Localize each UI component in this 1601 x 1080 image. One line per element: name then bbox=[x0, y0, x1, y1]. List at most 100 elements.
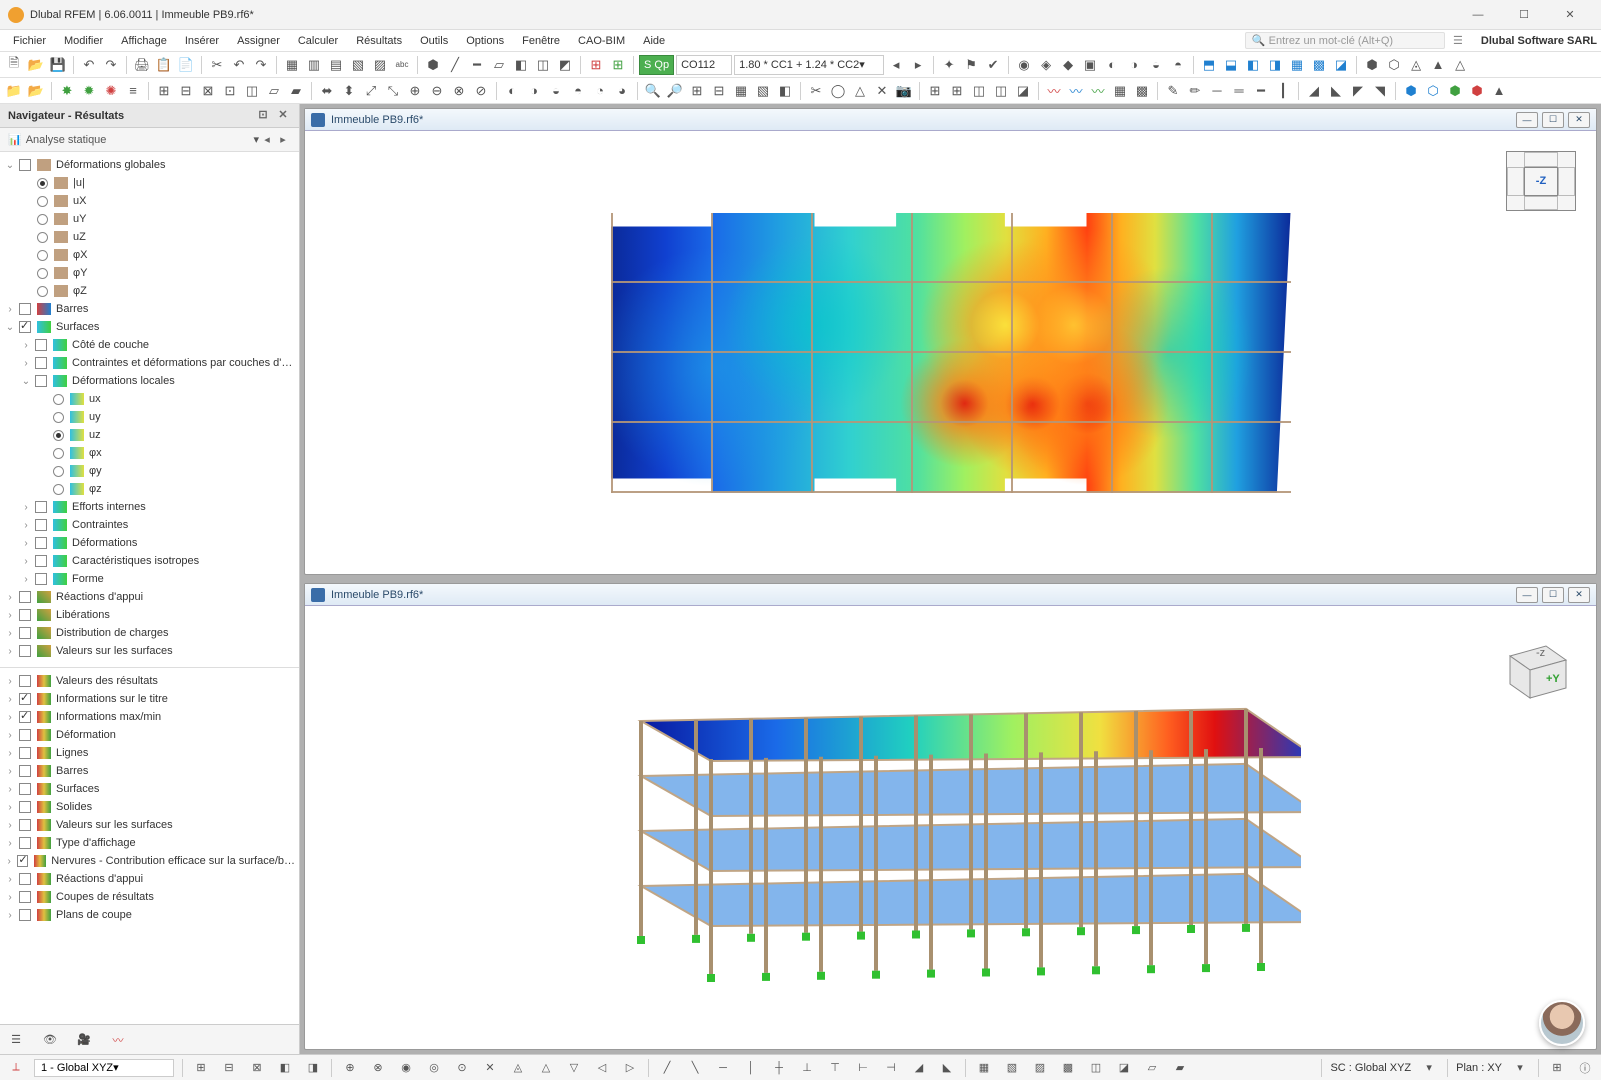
sb-i2[interactable]: ⊟ bbox=[219, 1058, 239, 1078]
tb-i5[interactable]: △ bbox=[1450, 55, 1470, 75]
sb-n4[interactable]: ▩ bbox=[1058, 1058, 1078, 1078]
checkbox[interactable] bbox=[19, 891, 31, 903]
tb2-c3[interactable]: ⊠ bbox=[198, 81, 218, 101]
tree-surface-child[interactable]: Forme bbox=[72, 573, 104, 585]
expand-icon[interactable]: › bbox=[4, 784, 16, 795]
sb-m3[interactable]: ─ bbox=[713, 1058, 733, 1078]
load-combo[interactable]: CO112 bbox=[676, 55, 732, 75]
maximize-button[interactable]: ☐ bbox=[1501, 0, 1547, 30]
tb-open[interactable]: 📂 bbox=[26, 55, 46, 75]
tree-surface-child[interactable]: Caractéristiques isotropes bbox=[72, 555, 199, 567]
vp-close[interactable]: ✕ bbox=[1568, 587, 1590, 603]
tb2-b2[interactable]: ✹ bbox=[79, 81, 99, 101]
tb-axis-x[interactable]: ⊞ bbox=[586, 55, 606, 75]
assistant-avatar[interactable] bbox=[1539, 1000, 1585, 1046]
sb-m9[interactable]: ⊣ bbox=[881, 1058, 901, 1078]
sb-snap11[interactable]: ▷ bbox=[620, 1058, 640, 1078]
tb-surface[interactable]: ▱ bbox=[489, 55, 509, 75]
tb2-b1[interactable]: ✸ bbox=[57, 81, 77, 101]
tb-h1[interactable]: ⬒ bbox=[1199, 55, 1219, 75]
checkbox[interactable] bbox=[19, 321, 31, 333]
tb-paste[interactable]: 📄 bbox=[176, 55, 196, 75]
tb2-f1[interactable]: 🔍 bbox=[643, 81, 663, 101]
expand-icon[interactable]: › bbox=[4, 820, 16, 831]
tb-axis-y[interactable]: ⊞ bbox=[608, 55, 628, 75]
checkbox[interactable] bbox=[19, 711, 31, 723]
tb-g7[interactable]: ◒ bbox=[1146, 55, 1166, 75]
sb-m10[interactable]: ◢ bbox=[909, 1058, 929, 1078]
tab-eye-icon[interactable]: 👁 bbox=[38, 1028, 62, 1052]
expand-icon[interactable]: › bbox=[4, 304, 16, 315]
sb-m11[interactable]: ◣ bbox=[937, 1058, 957, 1078]
tree-other[interactable]: Valeurs sur les surfaces bbox=[56, 645, 173, 657]
tb2-a1[interactable]: 📁 bbox=[4, 81, 24, 101]
tb-opening[interactable]: ◫ bbox=[533, 55, 553, 75]
sb-m5[interactable]: ┼ bbox=[769, 1058, 789, 1078]
tb-g4[interactable]: ▣ bbox=[1080, 55, 1100, 75]
tb2-h1[interactable]: ⊞ bbox=[925, 81, 945, 101]
tree-surface-child[interactable]: Contraintes et déformations par couches … bbox=[72, 357, 292, 369]
tb-h5[interactable]: ▦ bbox=[1287, 55, 1307, 75]
sb-snap6[interactable]: ✕ bbox=[480, 1058, 500, 1078]
tb2-d2[interactable]: ⬍ bbox=[339, 81, 359, 101]
tb-node[interactable]: ⬢ bbox=[423, 55, 443, 75]
sb-i3[interactable]: ⊠ bbox=[247, 1058, 267, 1078]
radio[interactable] bbox=[53, 430, 64, 441]
nav-prev[interactable]: ◂ bbox=[259, 133, 275, 146]
tb-view1[interactable]: ▦ bbox=[282, 55, 302, 75]
sb-snap5[interactable]: ⊙ bbox=[452, 1058, 472, 1078]
viewport-bottom-canvas[interactable]: +Y -z bbox=[305, 606, 1596, 1049]
tb2-f7[interactable]: ◧ bbox=[775, 81, 795, 101]
tb2-e4[interactable]: ◓ bbox=[568, 81, 588, 101]
tree-surface-child[interactable]: Contraintes bbox=[72, 519, 128, 531]
expand-icon[interactable]: ⌄ bbox=[4, 322, 16, 333]
tb2-l1[interactable]: ⬢ bbox=[1401, 81, 1421, 101]
panel-float-icon[interactable]: ⊡ bbox=[255, 108, 271, 124]
checkbox[interactable] bbox=[19, 693, 31, 705]
tb-redo[interactable]: ↷ bbox=[101, 55, 121, 75]
tb2-d8[interactable]: ⊘ bbox=[471, 81, 491, 101]
tb-solid[interactable]: ◧ bbox=[511, 55, 531, 75]
tree-surface-child[interactable]: Efforts internes bbox=[72, 501, 146, 513]
tb2-k1[interactable]: ◢ bbox=[1304, 81, 1324, 101]
tb2-d4[interactable]: ⤡ bbox=[383, 81, 403, 101]
checkbox[interactable] bbox=[19, 159, 31, 171]
tb2-f3[interactable]: ⊞ bbox=[687, 81, 707, 101]
checkbox[interactable] bbox=[19, 675, 31, 687]
tb-view4[interactable]: ▧ bbox=[348, 55, 368, 75]
menu-outils[interactable]: Outils bbox=[411, 33, 457, 49]
tb2-e3[interactable]: ◒ bbox=[546, 81, 566, 101]
sb-plan-drop[interactable]: ▾ bbox=[1510, 1058, 1530, 1078]
view-compass-bottom[interactable]: +Y -z bbox=[1500, 626, 1576, 706]
checkbox[interactable] bbox=[19, 819, 31, 831]
result-item[interactable]: Surfaces bbox=[56, 783, 99, 795]
expand-icon[interactable]: › bbox=[4, 592, 16, 603]
sb-n3[interactable]: ▨ bbox=[1030, 1058, 1050, 1078]
expand-icon[interactable]: › bbox=[4, 628, 16, 639]
checkbox[interactable] bbox=[35, 555, 47, 567]
tb-h7[interactable]: ◪ bbox=[1331, 55, 1351, 75]
tree-other[interactable]: Libérations bbox=[56, 609, 110, 621]
result-item[interactable]: Coupes de résultats bbox=[56, 891, 154, 903]
sb-m2[interactable]: ╲ bbox=[685, 1058, 705, 1078]
menu-resultats[interactable]: Résultats bbox=[347, 33, 411, 49]
nav-next[interactable]: ▸ bbox=[275, 133, 291, 146]
tb-i3[interactable]: ◬ bbox=[1406, 55, 1426, 75]
tb-view2[interactable]: ▥ bbox=[304, 55, 324, 75]
sb-snap4[interactable]: ◎ bbox=[424, 1058, 444, 1078]
tb-view3[interactable]: ▤ bbox=[326, 55, 346, 75]
tb2-i1[interactable]: 〰 bbox=[1044, 81, 1064, 101]
expand-icon[interactable]: › bbox=[20, 574, 32, 585]
tb-save[interactable]: 💾 bbox=[48, 55, 68, 75]
expand-icon[interactable]: › bbox=[4, 766, 16, 777]
tb2-c5[interactable]: ◫ bbox=[242, 81, 262, 101]
checkbox[interactable] bbox=[19, 873, 31, 885]
expand-icon[interactable]: ⌄ bbox=[4, 160, 16, 171]
tree-barres[interactable]: Barres bbox=[56, 303, 88, 315]
tree-local-item[interactable]: φx bbox=[89, 447, 102, 459]
keyword-search[interactable]: 🔍 Entrez un mot-clé (Alt+Q) bbox=[1245, 32, 1445, 49]
tb-g2[interactable]: ◈ bbox=[1036, 55, 1056, 75]
sb-i1[interactable]: ⊞ bbox=[191, 1058, 211, 1078]
tree-surface-child[interactable]: Déformations locales bbox=[72, 375, 175, 387]
result-item[interactable]: Informations sur le titre bbox=[56, 693, 168, 705]
